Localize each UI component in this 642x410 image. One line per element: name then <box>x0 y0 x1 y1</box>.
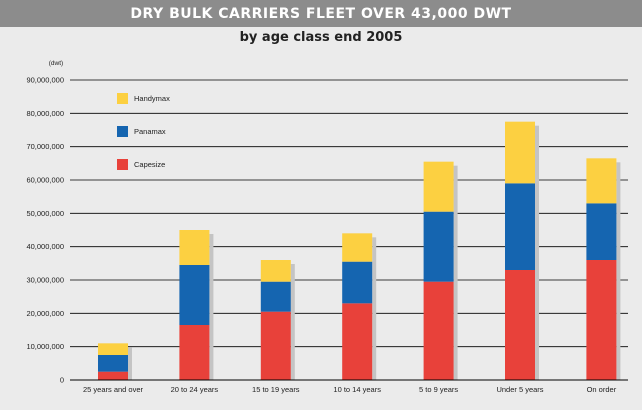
bar-shadow <box>290 264 295 380</box>
bar-segment-panamax <box>586 203 617 260</box>
bar-segment-handymax <box>342 233 373 262</box>
bar-shadow <box>372 237 377 380</box>
bar-segment-panamax <box>98 355 128 372</box>
y-tick-label: 20,000,000 <box>26 309 64 318</box>
y-tick-label: 0 <box>60 376 64 385</box>
bar-segment-panamax <box>423 211 454 282</box>
x-category-label: 20 to 24 years <box>171 385 219 394</box>
bar-segment-capesize <box>260 311 291 380</box>
y-tick-label: 30,000,000 <box>26 276 64 285</box>
bar-segment-capesize <box>98 371 128 380</box>
x-category-label: 10 to 14 years <box>333 385 381 394</box>
bar-segment-panamax <box>342 261 373 304</box>
x-category-label: 5 to 9 years <box>419 385 458 394</box>
bar-segment-panamax <box>505 183 535 270</box>
legend-swatch-panamax <box>117 126 128 137</box>
x-category-label: Under 5 years <box>496 385 543 394</box>
x-category-label: 25 years and over <box>83 385 144 394</box>
bar-segment-capesize <box>179 325 210 380</box>
y-tick-label: 90,000,000 <box>26 76 64 85</box>
bar-segment-capesize <box>586 260 617 380</box>
legend-label: Handymax <box>134 94 170 103</box>
bar-shadow <box>128 347 132 380</box>
bar-segment-capesize <box>342 303 373 380</box>
chart-subtitle: by age class end 2005 <box>239 30 403 45</box>
bar-shadow <box>453 165 458 380</box>
x-category-label: On order <box>587 385 617 394</box>
bar-segment-handymax <box>260 260 291 282</box>
bar-segment-capesize <box>505 270 535 380</box>
bar-segment-panamax <box>179 265 210 325</box>
y-tick-label: 70,000,000 <box>26 142 64 151</box>
legend-label: Panamax <box>134 127 166 136</box>
bar-shadow <box>209 234 214 380</box>
bar-segment-capesize <box>423 281 454 380</box>
chart-title: DRY BULK CARRIERS FLEET OVER 43,000 DWT <box>0 0 642 27</box>
bar-segment-handymax <box>179 230 210 265</box>
x-category-label: 15 to 19 years <box>252 385 300 394</box>
bar-segment-panamax <box>260 281 291 312</box>
bar-segment-handymax <box>586 158 617 204</box>
y-axis-unit-label: (dwt) <box>49 60 63 67</box>
legend-swatch-handymax <box>117 93 128 104</box>
y-tick-label: 10,000,000 <box>26 342 64 351</box>
legend-swatch-capesize <box>117 159 128 170</box>
bar-segment-handymax <box>423 161 454 212</box>
bar-shadow <box>535 125 539 381</box>
y-tick-label: 50,000,000 <box>26 209 64 218</box>
bar-segment-handymax <box>98 343 128 355</box>
legend-label: Capesize <box>134 160 165 169</box>
y-tick-label: 80,000,000 <box>26 109 64 118</box>
bar-shadow <box>616 162 621 380</box>
bar-segment-handymax <box>505 121 535 184</box>
y-tick-label: 60,000,000 <box>26 176 64 185</box>
y-tick-label: 40,000,000 <box>26 242 64 251</box>
